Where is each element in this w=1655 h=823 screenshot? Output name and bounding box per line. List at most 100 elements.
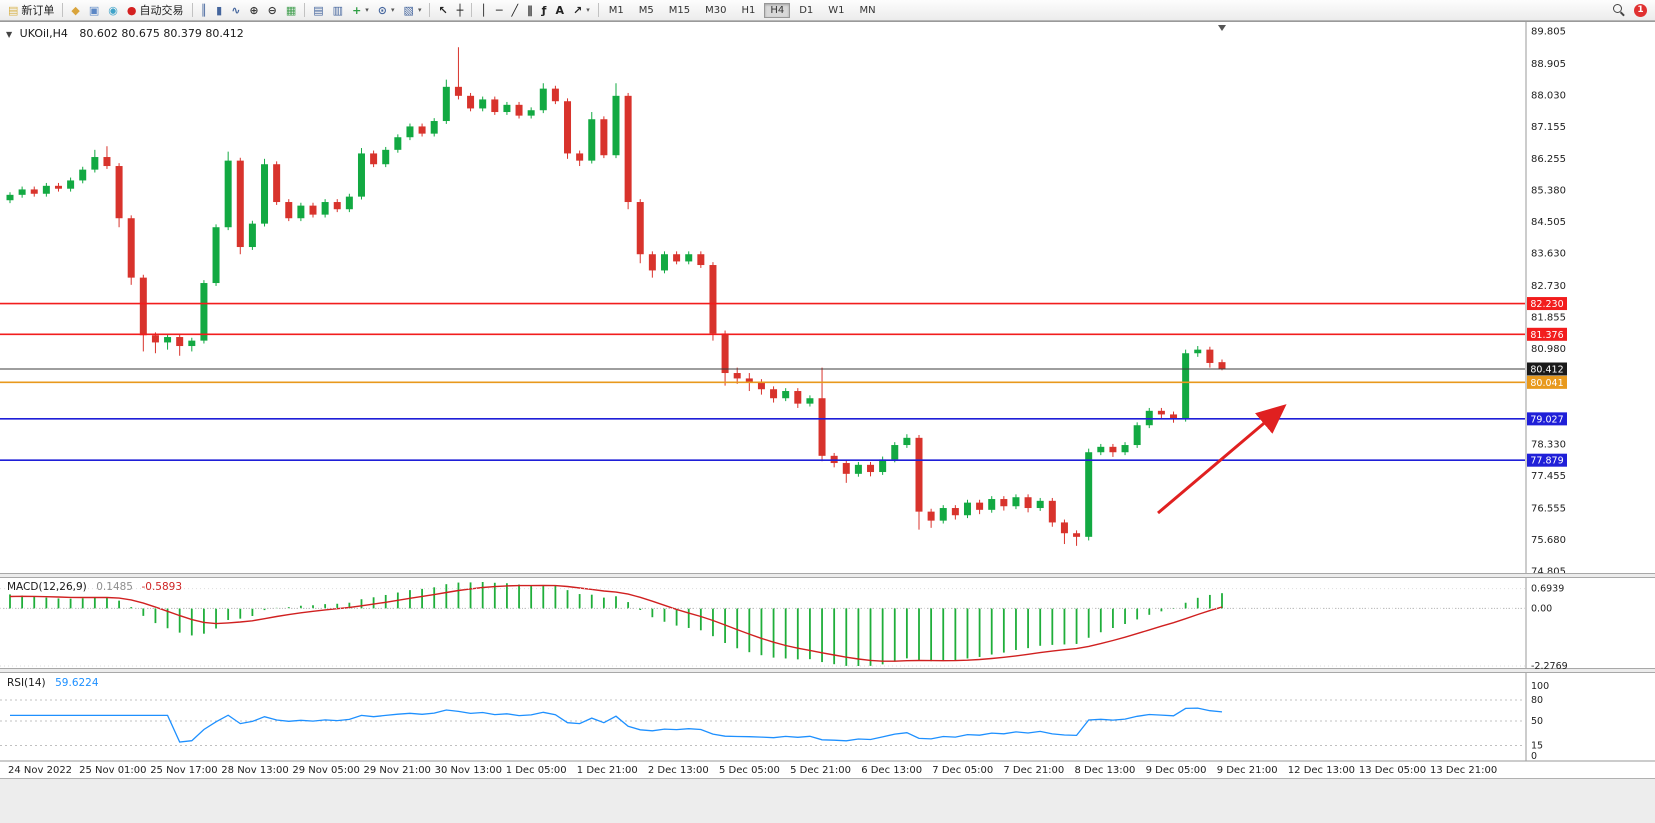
- price-axis-label: 83.630: [1531, 249, 1566, 260]
- new-order-button[interactable]: ▤ 新订单: [4, 1, 58, 20]
- channel-button[interactable]: ∥: [523, 1, 537, 20]
- zoom-out-button[interactable]: ⊖: [264, 1, 281, 20]
- bar-chart-button[interactable]: ║: [197, 1, 212, 20]
- time-axis-label: 6 Dec 13:00: [861, 765, 922, 776]
- horizontal-line-button[interactable]: ─: [492, 1, 507, 20]
- candle: [988, 499, 996, 510]
- candle: [1218, 362, 1226, 369]
- timeframe-h4-button[interactable]: H4: [764, 2, 791, 18]
- tile-windows-button[interactable]: ▦: [282, 1, 300, 20]
- autotrade-button[interactable]: ● 自动交易: [123, 1, 188, 20]
- candle: [1073, 533, 1081, 537]
- macd-signal-line: [9, 584, 1223, 662]
- panel-separator[interactable]: [0, 573, 1655, 578]
- autotrade-button-label: 自动交易: [139, 4, 184, 17]
- timeframe-m15-button[interactable]: M15: [668, 4, 691, 16]
- timeframe-h1-button[interactable]: H1: [741, 4, 756, 16]
- cursor-button[interactable]: ↖: [434, 1, 451, 20]
- community-button[interactable]: ◉: [104, 1, 122, 20]
- candle: [418, 126, 426, 134]
- timeframe-d1-button[interactable]: D1: [799, 4, 814, 16]
- candle: [188, 340, 196, 347]
- vertical-line-button[interactable]: │: [476, 1, 491, 20]
- arrows-tool-button[interactable]: ↗ ▾: [569, 1, 594, 20]
- trendline-button[interactable]: ╱: [508, 1, 523, 20]
- candle: [236, 160, 244, 248]
- time-axis-label: 5 Dec 05:00: [719, 765, 780, 776]
- candle: [915, 437, 923, 512]
- cascade-windows-button[interactable]: ▥: [329, 1, 347, 20]
- search-button[interactable]: [1609, 1, 1630, 20]
- candle: [721, 333, 729, 374]
- periods-button[interactable]: ⊙ ▾: [374, 1, 399, 20]
- text-tool-button[interactable]: A: [551, 1, 568, 20]
- candle: [309, 205, 317, 215]
- timeframe-m30-button[interactable]: M30: [705, 4, 727, 16]
- candle: [491, 99, 499, 113]
- chart-window: 89.805 88.905 88.030 87.155 86.255 85.380 84.5…: [0, 21, 1655, 778]
- candle: [1085, 452, 1093, 537]
- candle: [818, 398, 826, 456]
- time-axis-label: 9 Dec 21:00: [1217, 765, 1278, 776]
- candle: [54, 185, 62, 189]
- market-button[interactable]: ◆: [67, 1, 83, 20]
- workspace-background: [0, 778, 1655, 823]
- time-axis-label: 24 Nov 2022: [8, 765, 72, 776]
- panel-separator[interactable]: [0, 668, 1655, 673]
- price-axis-label: 80.980: [1531, 344, 1566, 355]
- candle: [927, 511, 935, 521]
- price-badge: [1527, 412, 1567, 426]
- macd-panel: 0.6939 0.00 -2.2769: [0, 582, 1568, 672]
- candle: [551, 88, 559, 102]
- rsi-value: 59.6224: [55, 677, 99, 689]
- candle: [164, 337, 172, 343]
- macd-axis-label: 0.00: [1531, 603, 1552, 614]
- time-axis-label: 5 Dec 21:00: [790, 765, 851, 776]
- timeframe-w1-button[interactable]: W1: [828, 4, 845, 16]
- candle: [212, 227, 220, 284]
- profiles-button[interactable]: ▣: [85, 1, 103, 20]
- timeframe-mn-button[interactable]: MN: [859, 4, 876, 16]
- rsi-panel: 100 80 50 150: [0, 681, 1549, 762]
- horizontal-lines-group: [0, 302, 1525, 461]
- price-axis: 89.805 88.905 88.030 87.155 86.255 85.380 84.5…: [1527, 26, 1567, 577]
- macd-signal-value: -0.5893: [141, 581, 183, 593]
- notification-badge[interactable]: 1: [1634, 3, 1647, 17]
- candle: [1000, 499, 1008, 507]
- community-icon: ◉: [108, 3, 118, 17]
- candle: [91, 157, 99, 170]
- new-chart-button[interactable]: + ▾: [348, 1, 373, 20]
- arrange-windows-button[interactable]: ▤: [309, 1, 327, 20]
- timeframe-m1-button[interactable]: M1: [608, 4, 624, 16]
- rsi-axis-label: 100: [1531, 681, 1549, 692]
- trend-arrow-annotation[interactable]: [1157, 404, 1287, 515]
- line-chart-button[interactable]: ∿: [227, 1, 244, 20]
- new-order-icon: ▤: [8, 3, 19, 17]
- toolbar-separator: [191, 3, 193, 17]
- candle: [539, 88, 547, 111]
- candle: [660, 254, 668, 271]
- horizontal-line-icon: ─: [495, 3, 503, 17]
- rsi-header: RSI(14) 59.6224: [7, 676, 99, 689]
- rsi-axis-label: 0: [1531, 751, 1537, 762]
- macd-value: 0.1485: [96, 581, 133, 593]
- candle: [673, 254, 681, 262]
- candle: [394, 137, 402, 150]
- chart-shift-marker[interactable]: [1218, 25, 1226, 31]
- new-chart-icon: +: [352, 3, 362, 17]
- price-axis-label: 86.255: [1531, 154, 1566, 165]
- chart-canvas[interactable]: 89.805 88.905 88.030 87.155 86.255 85.380 84.5…: [0, 22, 1655, 779]
- candle: [794, 391, 802, 404]
- candle: [891, 445, 899, 460]
- candle-chart-button[interactable]: ▮: [212, 1, 226, 20]
- time-axis-label: 29 Nov 05:00: [292, 765, 359, 776]
- fibonacci-button[interactable]: ƒ: [538, 1, 551, 20]
- templates-button[interactable]: ▧ ▾: [400, 1, 426, 20]
- caret-down-icon: ▾: [417, 6, 422, 14]
- timeframe-m5-button[interactable]: M5: [638, 4, 654, 16]
- chart-collapse-toggle[interactable]: ▼: [6, 30, 13, 39]
- price-axis-label: 81.855: [1531, 313, 1566, 324]
- price-axis-label: 75.680: [1531, 535, 1566, 546]
- zoom-in-button[interactable]: ⊕: [245, 1, 262, 20]
- crosshair-button[interactable]: ┼: [453, 1, 468, 20]
